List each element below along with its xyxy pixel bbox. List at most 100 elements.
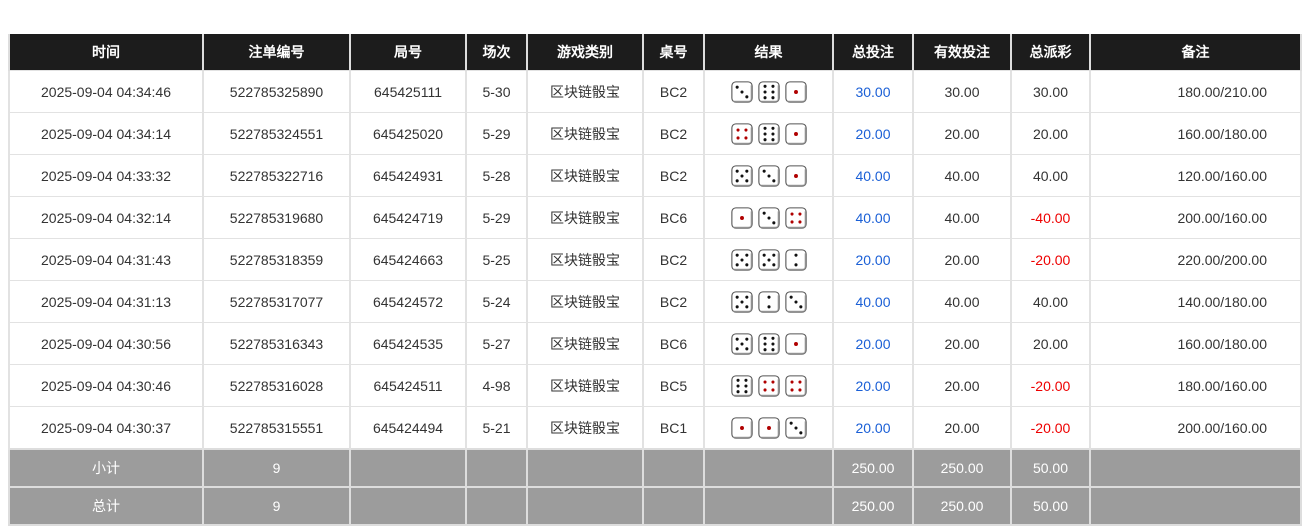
cell-time: 2025-09-04 04:32:14 bbox=[8, 196, 204, 239]
cell-game-type: 区块链骰宝 bbox=[526, 364, 644, 407]
dice-1-icon bbox=[784, 164, 807, 187]
cell-order-no: 522785317077 bbox=[202, 280, 351, 323]
cell-time: 2025-09-04 04:30:46 bbox=[8, 364, 204, 407]
dice-result bbox=[730, 332, 807, 355]
summary-payout: 50.00 bbox=[1010, 448, 1091, 488]
cell-result bbox=[703, 238, 834, 281]
cell-total-payout: 20.00 bbox=[1010, 112, 1091, 155]
header-total-bet[interactable]: 总投注 bbox=[832, 34, 914, 71]
cell-round-no: 645424719 bbox=[349, 196, 467, 239]
table-row[interactable]: 2025-09-04 04:30:37 522785315551 645424494… bbox=[8, 406, 1302, 450]
cell-session: 5-24 bbox=[465, 280, 528, 323]
cell-note: 200.00/160.00 bbox=[1089, 196, 1302, 239]
cell-game-type: 区块链骰宝 bbox=[526, 196, 644, 239]
cell-result bbox=[703, 364, 834, 407]
table-row[interactable]: 2025-09-04 04:32:14 522785319680 645424719… bbox=[8, 196, 1302, 239]
cell-total-bet: 40.00 bbox=[832, 280, 914, 323]
summary-valid-bet: 250.00 bbox=[912, 486, 1012, 526]
cell-order-no: 522785315551 bbox=[202, 406, 351, 450]
header-total-payout[interactable]: 总派彩 bbox=[1010, 34, 1091, 71]
dice-4-icon bbox=[784, 206, 807, 229]
cell-total-bet: 20.00 bbox=[832, 112, 914, 155]
cell-total-bet: 40.00 bbox=[832, 196, 914, 239]
dice-4-icon bbox=[730, 122, 753, 145]
cell-session: 5-28 bbox=[465, 154, 528, 197]
cell-game-type: 区块链骰宝 bbox=[526, 70, 644, 113]
summary-row: 总计 9 250.00 250.00 50.00 bbox=[8, 486, 1302, 526]
cell-total-payout: -40.00 bbox=[1010, 196, 1091, 239]
cell-note: 180.00/210.00 bbox=[1089, 70, 1302, 113]
summary-payout: 50.00 bbox=[1010, 486, 1091, 526]
cell-valid-bet: 20.00 bbox=[912, 364, 1012, 407]
header-valid-bet[interactable]: 有效投注 bbox=[912, 34, 1012, 71]
dice-3-icon bbox=[757, 164, 780, 187]
cell-session: 5-29 bbox=[465, 112, 528, 155]
header-result[interactable]: 结果 bbox=[703, 34, 834, 71]
cell-session: 4-98 bbox=[465, 364, 528, 407]
cell-total-payout: -20.00 bbox=[1010, 406, 1091, 450]
cell-round-no: 645424511 bbox=[349, 364, 467, 407]
table-row[interactable]: 2025-09-04 04:31:43 522785318359 645424663… bbox=[8, 238, 1302, 281]
cell-valid-bet: 30.00 bbox=[912, 70, 1012, 113]
cell-round-no: 645424572 bbox=[349, 280, 467, 323]
cell-total-bet: 20.00 bbox=[832, 238, 914, 281]
dice-result bbox=[730, 416, 807, 439]
cell-total-payout: 20.00 bbox=[1010, 322, 1091, 365]
cell-session: 5-25 bbox=[465, 238, 528, 281]
table-row[interactable]: 2025-09-04 04:30:56 522785316343 645424535… bbox=[8, 322, 1302, 365]
header-time[interactable]: 时间 bbox=[8, 34, 204, 71]
cell-total-bet: 20.00 bbox=[832, 364, 914, 407]
summary-valid-bet: 250.00 bbox=[912, 448, 1012, 488]
dice-6-icon bbox=[730, 374, 753, 397]
cell-table-no: BC2 bbox=[642, 238, 705, 281]
dice-5-icon bbox=[730, 332, 753, 355]
table-row[interactable]: 2025-09-04 04:31:13 522785317077 645424572… bbox=[8, 280, 1302, 323]
summary-total-bet: 250.00 bbox=[832, 486, 914, 526]
cell-time: 2025-09-04 04:30:37 bbox=[8, 406, 204, 450]
dice-result bbox=[730, 374, 807, 397]
table-row[interactable]: 2025-09-04 04:33:32 522785322716 645424931… bbox=[8, 154, 1302, 197]
cell-table-no: BC2 bbox=[642, 280, 705, 323]
dice-6-icon bbox=[757, 332, 780, 355]
dice-result bbox=[730, 290, 807, 313]
header-note[interactable]: 备注 bbox=[1089, 34, 1302, 71]
header-order-no[interactable]: 注单编号 bbox=[202, 34, 351, 71]
summary-label: 总计 bbox=[8, 486, 204, 526]
dice-5-icon bbox=[757, 248, 780, 271]
cell-table-no: BC2 bbox=[642, 70, 705, 113]
empty-cell bbox=[465, 486, 528, 526]
header-game-type[interactable]: 游戏类别 bbox=[526, 34, 644, 71]
cell-valid-bet: 20.00 bbox=[912, 112, 1012, 155]
cell-table-no: BC5 bbox=[642, 364, 705, 407]
table-row[interactable]: 2025-09-04 04:30:46 522785316028 645424511… bbox=[8, 364, 1302, 407]
table-header: 时间 注单编号 局号 场次 游戏类别 桌号 结果 总投注 有效投注 总派彩 备注 bbox=[8, 34, 1302, 71]
table-row[interactable]: 2025-09-04 04:34:14 522785324551 645425020… bbox=[8, 112, 1302, 155]
table-row[interactable]: 2025-09-04 04:34:46 522785325890 645425111… bbox=[8, 70, 1302, 113]
cell-result bbox=[703, 70, 834, 113]
cell-note: 220.00/200.00 bbox=[1089, 238, 1302, 281]
dice-5-icon bbox=[730, 248, 753, 271]
cell-time: 2025-09-04 04:30:56 bbox=[8, 322, 204, 365]
cell-game-type: 区块链骰宝 bbox=[526, 238, 644, 281]
dice-result bbox=[730, 122, 807, 145]
dice-3-icon bbox=[730, 80, 753, 103]
cell-game-type: 区块链骰宝 bbox=[526, 322, 644, 365]
cell-table-no: BC6 bbox=[642, 322, 705, 365]
dice-1-icon bbox=[784, 122, 807, 145]
header-table-no[interactable]: 桌号 bbox=[642, 34, 705, 71]
empty-cell bbox=[349, 448, 467, 488]
cell-session: 5-27 bbox=[465, 322, 528, 365]
cell-table-no: BC2 bbox=[642, 154, 705, 197]
cell-valid-bet: 40.00 bbox=[912, 280, 1012, 323]
cell-total-payout: 40.00 bbox=[1010, 280, 1091, 323]
header-session[interactable]: 场次 bbox=[465, 34, 528, 71]
cell-total-bet: 30.00 bbox=[832, 70, 914, 113]
cell-time: 2025-09-04 04:31:13 bbox=[8, 280, 204, 323]
empty-cell bbox=[465, 448, 528, 488]
empty-cell bbox=[703, 448, 834, 488]
cell-total-bet: 20.00 bbox=[832, 322, 914, 365]
cell-valid-bet: 20.00 bbox=[912, 238, 1012, 281]
header-round-no[interactable]: 局号 bbox=[349, 34, 467, 71]
cell-note: 120.00/160.00 bbox=[1089, 154, 1302, 197]
summary-total-bet: 250.00 bbox=[832, 448, 914, 488]
